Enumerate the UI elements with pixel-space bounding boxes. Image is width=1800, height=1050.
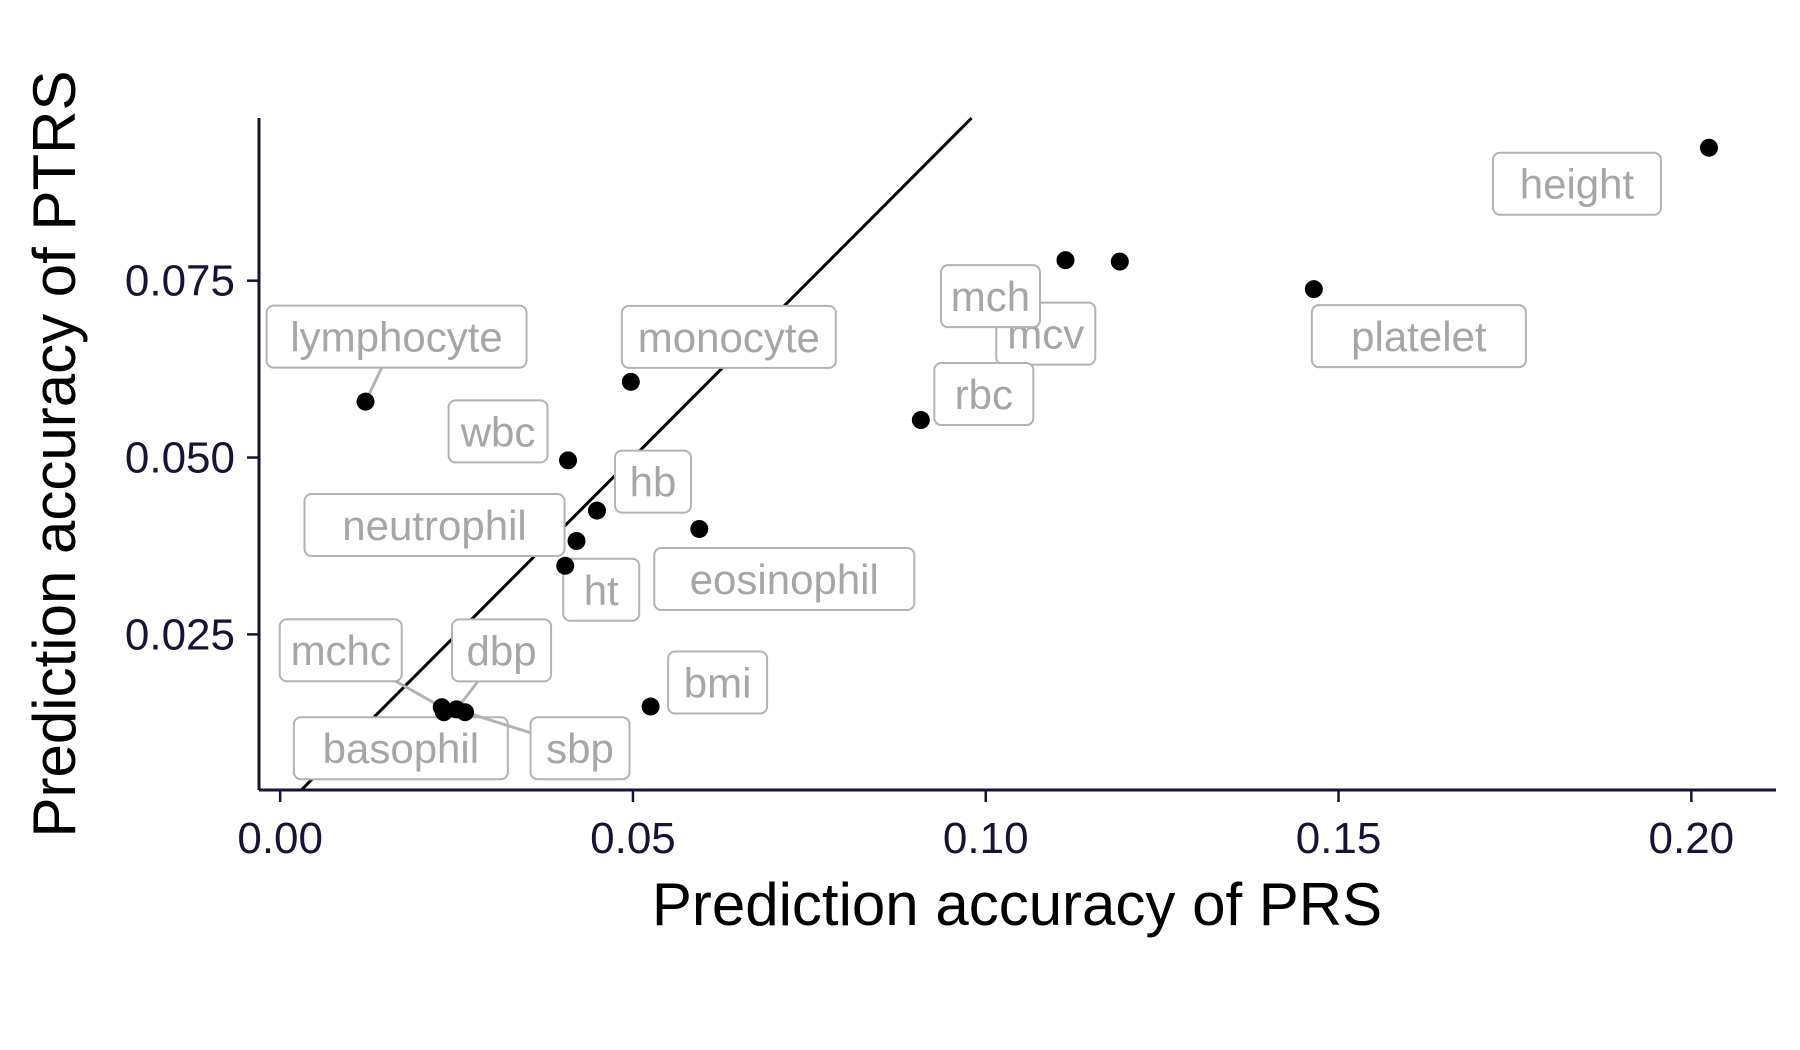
- y-axis-title: Prediction accuracy of PTRS: [21, 71, 88, 838]
- point-label-box: [620, 304, 837, 369]
- point-label-box: [278, 618, 403, 683]
- x-tick-label: 0.20: [1649, 814, 1735, 863]
- x-tick-label: 0.15: [1296, 814, 1382, 863]
- x-axis-title: Prediction accuracy of PRS: [652, 871, 1382, 938]
- point-label-wbc: wbc: [460, 408, 536, 455]
- data-point-monocyte: [621, 372, 640, 391]
- data-point-sbp: [456, 703, 475, 722]
- point-label-box: [529, 716, 631, 781]
- point-label-neutrophil: neutrophil: [342, 502, 526, 549]
- data-point-mcv: [1110, 252, 1129, 271]
- data-point-neutrophil: [567, 532, 586, 551]
- point-label-mch: mch: [951, 273, 1030, 320]
- x-tick-label: 0.00: [237, 814, 323, 863]
- point-label-sbp: sbp: [546, 725, 614, 772]
- point-label-dbp: dbp: [467, 627, 537, 674]
- data-point-bmi: [641, 697, 660, 716]
- point-label-box: [451, 618, 553, 683]
- point-label-platelet: platelet: [1351, 313, 1487, 360]
- data-point-platelet: [1304, 280, 1323, 299]
- point-label-height: height: [1520, 161, 1635, 208]
- point-label-mchc: mchc: [291, 627, 391, 674]
- point-label-bmi: bmi: [684, 660, 752, 707]
- data-point-height: [1699, 138, 1718, 157]
- data-point-lymphocyte: [356, 392, 375, 411]
- point-label-box: [562, 557, 641, 622]
- data-point-rbc: [911, 411, 930, 430]
- point-label-box: [447, 399, 549, 464]
- point-label-box: [303, 493, 566, 558]
- point-label-box: [939, 264, 1041, 329]
- y-tick-label: 0.050: [125, 434, 235, 483]
- axes: [257, 118, 1776, 792]
- point-label-box: [265, 304, 528, 369]
- point-label-rbc: rbc: [955, 371, 1013, 418]
- point-label-box: [1491, 151, 1662, 216]
- point-label-ht: ht: [584, 567, 619, 614]
- point-label-box: [653, 546, 916, 611]
- data-point-ht: [556, 556, 575, 575]
- x-tick-label: 0.10: [943, 814, 1029, 863]
- data-point-wbc: [559, 451, 578, 470]
- point-label-box: [292, 716, 509, 781]
- data-point-basophil: [434, 703, 453, 722]
- x-tick-label: 0.05: [590, 814, 676, 863]
- point-label-box: [667, 650, 769, 715]
- data-point-eosinophil: [690, 519, 709, 538]
- point-label-basophil: basophil: [323, 725, 479, 772]
- point-label-eosinophil: eosinophil: [690, 556, 879, 603]
- point-label-hb: hb: [630, 459, 677, 506]
- point-label-monocyte: monocyte: [638, 314, 820, 361]
- data-point-hb: [587, 501, 606, 520]
- point-label-box: [1310, 304, 1527, 369]
- data-point-mch: [1056, 251, 1075, 270]
- point-label-box: [613, 449, 692, 514]
- y-axis-ticks: 0.025 0.050 0.075: [125, 257, 259, 659]
- y-tick-label: 0.075: [125, 257, 235, 306]
- point-label-lymphocyte: lymphocyte: [290, 314, 502, 361]
- points: [356, 138, 1718, 722]
- y-tick-label: 0.025: [125, 610, 235, 659]
- point-label-box: [933, 362, 1035, 427]
- x-axis-ticks: 0.00 0.05 0.10 0.15 0.20: [237, 790, 1734, 863]
